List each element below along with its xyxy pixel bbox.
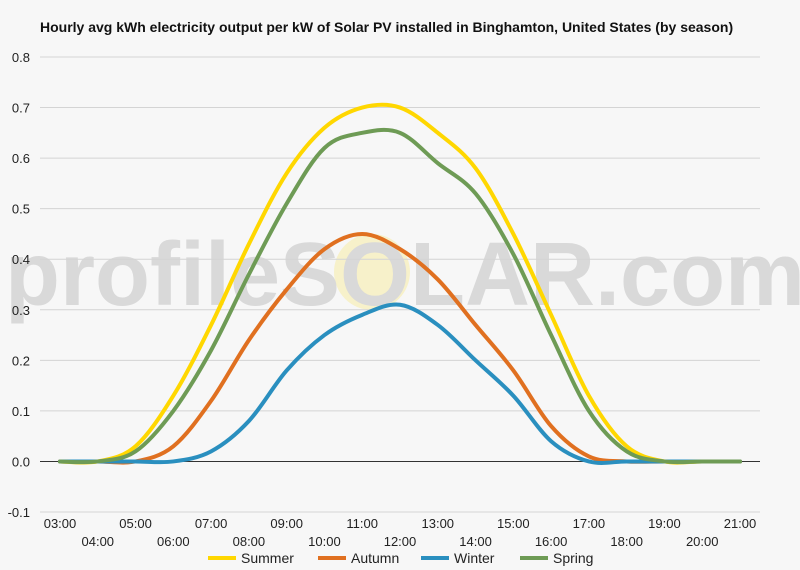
y-tick-label: 0.6: [12, 151, 30, 166]
x-tick-label: 11:00: [346, 516, 378, 531]
y-tick-label: 0.0: [12, 454, 30, 469]
x-tick-label: 08:00: [233, 534, 266, 549]
x-tick-label: 19:00: [648, 516, 681, 531]
x-tick-label: 10:00: [308, 534, 341, 549]
legend-label-spring: Spring: [553, 550, 593, 566]
x-tick-label: 06:00: [157, 534, 190, 549]
legend-label-winter: Winter: [454, 550, 495, 566]
y-tick-label: -0.1: [8, 505, 30, 520]
x-tick-label: 03:00: [44, 516, 77, 531]
x-tick-label: 17:00: [573, 516, 606, 531]
chart-title: Hourly avg kWh electricity output per kW…: [40, 19, 734, 35]
y-tick-label: 0.7: [12, 101, 30, 116]
x-tick-label: 18:00: [610, 534, 643, 549]
series-line-spring: [58, 127, 742, 465]
x-tick-label: 07:00: [195, 516, 228, 531]
y-tick-label: 0.1: [12, 404, 30, 419]
y-tick-label: 0.2: [12, 353, 30, 368]
x-tick-label: 16:00: [535, 534, 568, 549]
x-tick-label: 12:00: [384, 534, 417, 549]
y-tick-label: 0.3: [12, 303, 30, 318]
x-tick-label: 05:00: [119, 516, 152, 531]
watermark-sun: [334, 234, 410, 310]
x-tick-label: 20:00: [686, 534, 719, 549]
legend-label-autumn: Autumn: [351, 550, 399, 566]
x-tick-label: 15:00: [497, 516, 530, 531]
x-tick-label: 09:00: [270, 516, 303, 531]
x-tick-label: 14:00: [459, 534, 492, 549]
y-tick-label: 0.4: [12, 252, 30, 267]
legend-label-summer: Summer: [241, 550, 294, 566]
x-tick-label: 13:00: [422, 516, 455, 531]
series-line-winter: [58, 302, 742, 465]
series-line-summer: [58, 102, 742, 465]
y-tick-label: 0.5: [12, 202, 30, 217]
watermark-text: profileSOLAR.com: [5, 225, 800, 325]
x-tick-label: 04:00: [82, 534, 115, 549]
y-tick-label: 0.8: [12, 50, 30, 65]
x-tick-label: 21:00: [724, 516, 757, 531]
